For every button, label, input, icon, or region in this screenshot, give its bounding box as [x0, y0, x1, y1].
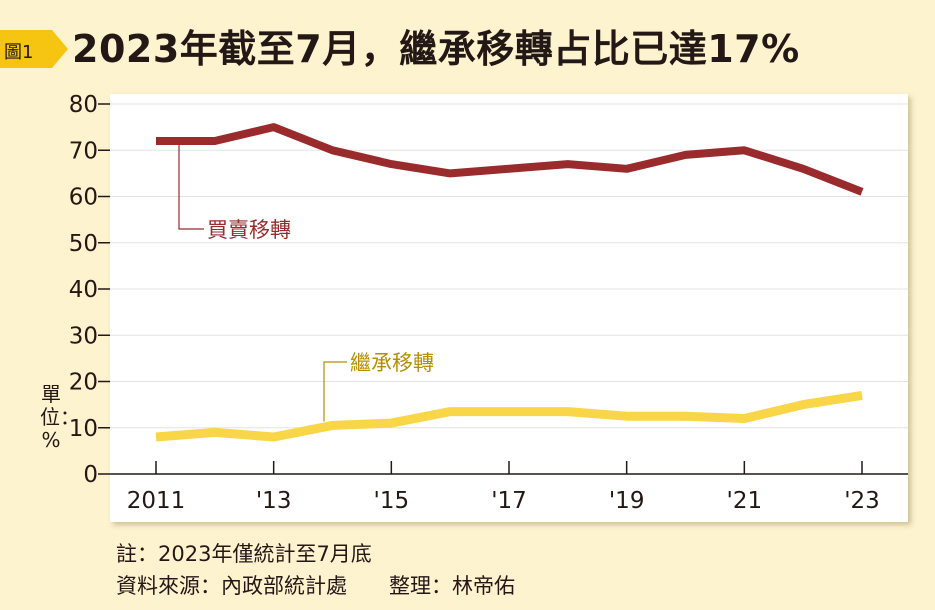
- y-tick-label: 50: [69, 231, 98, 257]
- x-tick-label: '21: [727, 488, 763, 514]
- y-tick-label: 60: [69, 185, 98, 211]
- series-layer: [155, 123, 864, 442]
- y-tick-label: 30: [69, 323, 98, 349]
- unit-label: 單位：%: [40, 382, 80, 452]
- x-tick-label: '15: [374, 488, 410, 514]
- grid-layer: [110, 103, 908, 429]
- sale-series-label: 買賣移轉: [207, 218, 291, 242]
- x-tick-label: 2011: [127, 488, 186, 514]
- y-tick-label: 10: [69, 416, 98, 442]
- sale-transfer-line: [156, 123, 864, 196]
- y-tick-label: 0: [83, 462, 98, 488]
- line-chart: 010203040506070802011'13'15'17'19'21'23 …: [69, 92, 908, 514]
- y-tick-label: 40: [69, 277, 98, 303]
- footnote: 註：2023年僅統計至7月底: [116, 542, 372, 566]
- y-tick-label: 80: [69, 92, 98, 118]
- inheritance-label-leader: [323, 361, 347, 422]
- x-tick-label: '13: [256, 488, 292, 514]
- x-tick-label: '19: [609, 488, 645, 514]
- inheritance-transfer-line: [155, 390, 863, 442]
- figure-tag-label: 圖1: [4, 42, 34, 63]
- source-note: 資料來源：內政部統計處 整理：林帝佑: [116, 574, 515, 598]
- x-tick-label: '23: [844, 488, 880, 514]
- x-tick-label: '17: [491, 488, 527, 514]
- sale-label-leader: [178, 145, 204, 230]
- axis-layer: 0 10 20 30 40 50 60 70 80 2011 '13 '15 '17 '19 '21 '23: [69, 92, 908, 514]
- figure-tag: 圖1: [0, 30, 68, 68]
- y-tick-label: 70: [69, 138, 98, 164]
- inheritance-series-label: 繼承移轉: [350, 351, 434, 375]
- y-tick-label: 20: [69, 370, 98, 396]
- chart-title: 2023年截至7月，繼承移轉占比已達17%: [72, 27, 800, 71]
